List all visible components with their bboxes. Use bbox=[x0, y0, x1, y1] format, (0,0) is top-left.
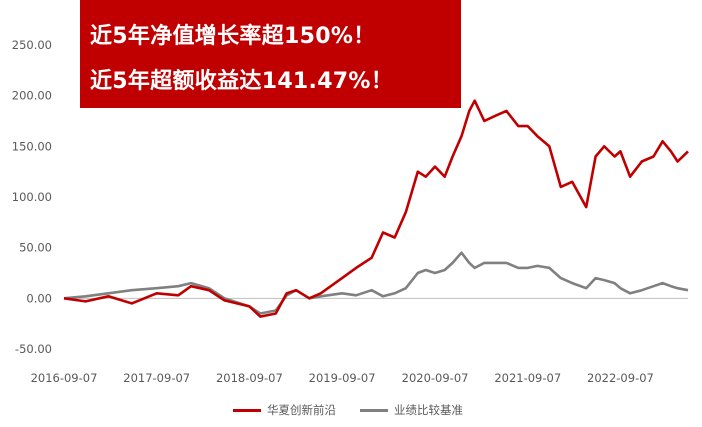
legend-swatch-benchmark bbox=[360, 408, 388, 412]
y-tick-label: 250.00 bbox=[12, 38, 52, 52]
chart-legend: 华夏创新前沿 业绩比较基准 bbox=[0, 399, 702, 421]
legend-item-benchmark: 业绩比较基准 bbox=[360, 399, 463, 421]
y-tick-label: -50.00 bbox=[15, 342, 52, 356]
y-tick-label: 50.00 bbox=[19, 241, 52, 255]
series-line-benchmark bbox=[63, 251, 689, 315]
x-tick-label: 2022-09-07 bbox=[587, 371, 654, 385]
x-axis-ticks: 2016-09-07 2017-09-07 2018-09-07 2019-09-07… bbox=[31, 371, 654, 385]
x-tick-label: 2016-09-07 bbox=[31, 371, 98, 385]
banner-headline-excess-return: 近5年超额收益达141.47%！ bbox=[90, 69, 394, 94]
y-axis-ticks: 250.00 200.00 150.00 100.00 50.00 0.00 -50.00 bbox=[12, 38, 52, 356]
banner-headline-growth: 近5年净值增长率超150%！ bbox=[90, 24, 376, 49]
legend-item-fund: 华夏创新前沿 bbox=[233, 399, 336, 421]
y-tick-label: 100.00 bbox=[12, 190, 52, 204]
x-tick-label: 2021-09-07 bbox=[494, 371, 561, 385]
x-tick-label: 2018-09-07 bbox=[216, 371, 283, 385]
y-tick-label: 0.00 bbox=[26, 291, 52, 305]
y-tick-label: 150.00 bbox=[12, 139, 52, 153]
legend-label-fund: 华夏创新前沿 bbox=[267, 403, 336, 417]
series-layer bbox=[63, 99, 689, 318]
highlight-banner: 近5年净值增长率超150%！ 近5年超额收益达141.47%！ bbox=[80, 0, 461, 108]
x-tick-label: 2017-09-07 bbox=[123, 371, 190, 385]
legend-label-benchmark: 业绩比较基准 bbox=[394, 403, 463, 417]
y-tick-label: 200.00 bbox=[12, 89, 52, 103]
x-tick-label: 2020-09-07 bbox=[402, 371, 469, 385]
legend-swatch-fund bbox=[233, 408, 261, 412]
series-line-fund bbox=[63, 99, 689, 318]
x-tick-label: 2019-09-07 bbox=[309, 371, 376, 385]
